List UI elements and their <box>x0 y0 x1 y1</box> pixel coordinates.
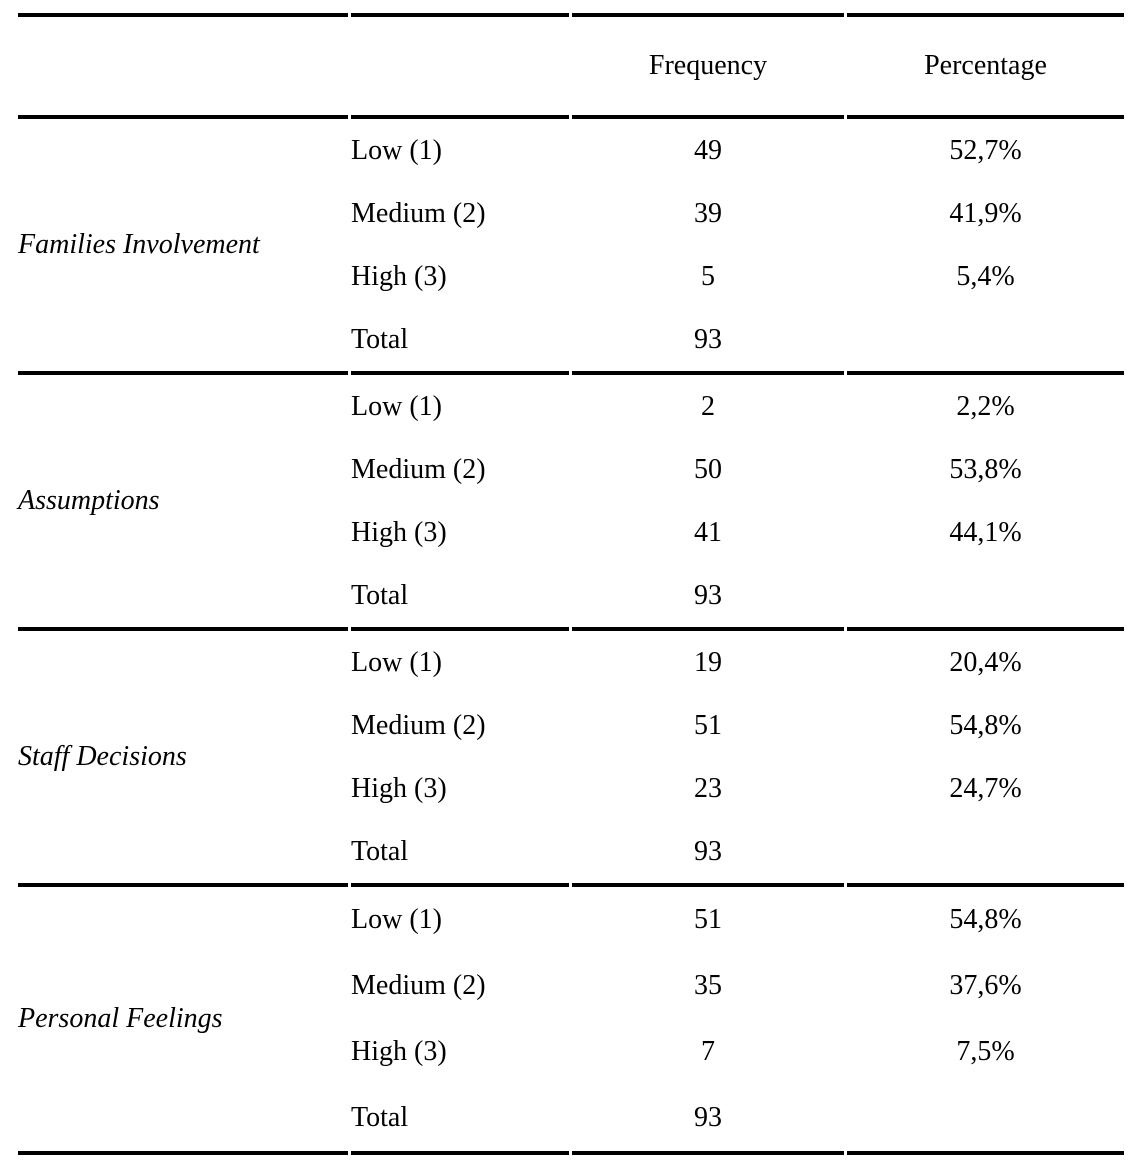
table-row: Medium (2) 51 54,8% <box>18 694 1124 757</box>
percentage-cell: 5,4% <box>847 245 1124 308</box>
header-row: Frequency Percentage <box>18 13 1124 119</box>
percentage-cell: 53,8% <box>847 438 1124 501</box>
frequency-cell: 93 <box>572 308 844 375</box>
group-label: Staff Decisions <box>18 631 348 887</box>
level-cell: Medium (2) <box>351 438 569 501</box>
level-cell: High (3) <box>351 757 569 820</box>
header-empty-cell-2 <box>351 13 569 119</box>
percentage-cell: 52,7% <box>847 119 1124 182</box>
table-row: Total 93 <box>18 820 1124 887</box>
percentage-cell: 20,4% <box>847 631 1124 694</box>
header-empty-cell-1 <box>18 13 348 119</box>
frequency-cell: 7 <box>572 1019 844 1085</box>
level-cell: Total <box>351 1085 569 1155</box>
group-families-involvement: Families Involvement Low (1) 49 52,7% Me… <box>18 119 1124 375</box>
group-label: Families Involvement <box>18 119 348 375</box>
percentage-cell: 41,9% <box>847 182 1124 245</box>
percentage-cell: 54,8% <box>847 887 1124 953</box>
group-label: Personal Feelings <box>18 887 348 1155</box>
frequency-cell: 50 <box>572 438 844 501</box>
frequency-cell: 41 <box>572 501 844 564</box>
table-row: High (3) 7 7,5% <box>18 1019 1124 1085</box>
percentage-cell: 44,1% <box>847 501 1124 564</box>
percentage-cell <box>847 820 1124 887</box>
level-cell: Medium (2) <box>351 182 569 245</box>
level-cell: Medium (2) <box>351 694 569 757</box>
column-header-percentage: Percentage <box>847 13 1124 119</box>
frequency-cell: 23 <box>572 757 844 820</box>
table-row: High (3) 5 5,4% <box>18 245 1124 308</box>
level-cell: Low (1) <box>351 887 569 953</box>
frequency-percentage-table: Frequency Percentage Families Involvemen… <box>15 13 1127 1155</box>
percentage-cell: 54,8% <box>847 694 1124 757</box>
frequency-cell: 51 <box>572 694 844 757</box>
group-personal-feelings: Personal Feelings Low (1) 51 54,8% Mediu… <box>18 887 1124 1155</box>
level-cell: Low (1) <box>351 631 569 694</box>
frequency-cell: 19 <box>572 631 844 694</box>
table-row: Total 93 <box>18 564 1124 631</box>
percentage-cell <box>847 564 1124 631</box>
frequency-cell: 2 <box>572 375 844 438</box>
level-cell: High (3) <box>351 245 569 308</box>
table-row: Personal Feelings Low (1) 51 54,8% <box>18 887 1124 1155</box>
frequency-cell: 49 <box>572 119 844 182</box>
level-cell: Low (1) <box>351 119 569 182</box>
frequency-cell: 35 <box>572 953 844 1019</box>
group-assumptions: Assumptions Low (1) 2 2,2% Medium (2) 50… <box>18 375 1124 631</box>
level-cell: Medium (2) <box>351 953 569 1019</box>
frequency-cell: 93 <box>572 1085 844 1155</box>
frequency-cell: 93 <box>572 564 844 631</box>
table-row: Total 93 <box>18 1085 1124 1155</box>
table-row: Medium (2) 35 37,6% <box>18 953 1124 1019</box>
level-cell: Total <box>351 820 569 887</box>
level-cell: Low (1) <box>351 375 569 438</box>
table-row: High (3) 23 24,7% <box>18 757 1124 820</box>
table-row: Assumptions Low (1) 2 2,2% <box>18 375 1124 631</box>
percentage-cell: 24,7% <box>847 757 1124 820</box>
table-row: Medium (2) 50 53,8% <box>18 438 1124 501</box>
group-label: Assumptions <box>18 375 348 631</box>
level-cell: High (3) <box>351 1019 569 1085</box>
percentage-cell: 37,6% <box>847 953 1124 1019</box>
table-row: Total 93 <box>18 308 1124 375</box>
percentage-cell: 7,5% <box>847 1019 1124 1085</box>
frequency-cell: 93 <box>572 820 844 887</box>
percentage-cell <box>847 1085 1124 1155</box>
column-header-frequency: Frequency <box>572 13 844 119</box>
level-cell: High (3) <box>351 501 569 564</box>
table-row: High (3) 41 44,1% <box>18 501 1124 564</box>
table-row: Families Involvement Low (1) 49 52,7% <box>18 119 1124 375</box>
frequency-cell: 5 <box>572 245 844 308</box>
level-cell: Total <box>351 308 569 375</box>
percentage-cell: 2,2% <box>847 375 1124 438</box>
frequency-cell: 39 <box>572 182 844 245</box>
table-row: Medium (2) 39 41,9% <box>18 182 1124 245</box>
table-row: Staff Decisions Low (1) 19 20,4% <box>18 631 1124 887</box>
percentage-cell <box>847 308 1124 375</box>
group-staff-decisions: Staff Decisions Low (1) 19 20,4% Medium … <box>18 631 1124 887</box>
level-cell: Total <box>351 564 569 631</box>
frequency-cell: 51 <box>572 887 844 953</box>
